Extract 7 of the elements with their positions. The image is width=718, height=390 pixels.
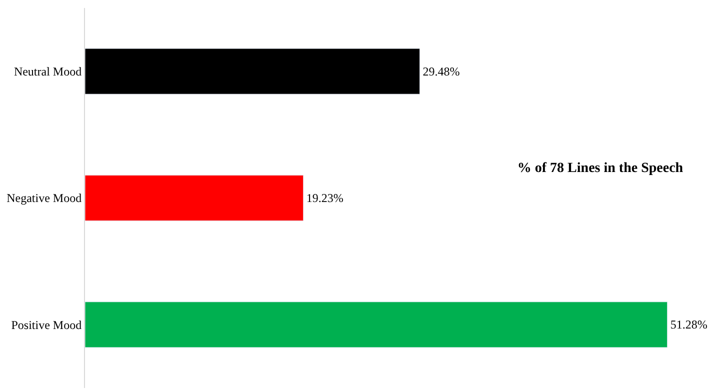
y-tick-label: Neutral Mood (14, 64, 82, 79)
y-tick-label: Positive Mood (11, 318, 82, 332)
data-label: 19.23% (306, 191, 344, 205)
data-label: 29.48% (422, 64, 460, 78)
y-tick-label: Negative Mood (6, 191, 82, 206)
data-label: 51.28% (670, 318, 708, 332)
text: % of 78 Lines in the Speech (517, 160, 684, 176)
